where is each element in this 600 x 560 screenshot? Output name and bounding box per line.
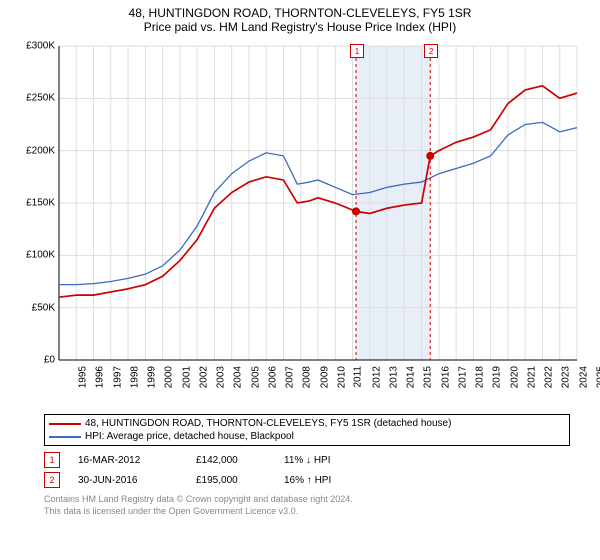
x-tick-label: 1999 (146, 366, 157, 388)
y-tick-label: £100K (15, 250, 55, 261)
chart-area: £0 £50K £100K £150K £200K £250K £300K 1995 1996 1… (15, 38, 585, 408)
x-tick-label: 2002 (198, 366, 209, 388)
x-tick-label: 2025 (595, 366, 600, 388)
legend-label: 48, HUNTINGDON ROAD, THORNTON-CLEVELEYS,… (85, 418, 451, 429)
sales-table: 1 16-MAR-2012 £142,000 11% ↓ HPI 2 30-JU… (44, 450, 570, 490)
legend-label: HPI: Average price, detached house, Blac… (85, 431, 294, 442)
legend-swatch (49, 434, 81, 440)
chart-subtitle: Price paid vs. HM Land Registry's House … (0, 20, 600, 38)
x-tick-label: 2016 (440, 366, 451, 388)
x-tick-label: 2017 (457, 366, 468, 388)
x-tick-label: 2005 (250, 366, 261, 388)
x-tick-label: 2011 (353, 366, 364, 388)
sale-date: 16-MAR-2012 (78, 455, 178, 466)
x-tick-label: 2001 (181, 366, 192, 388)
y-tick-label: £150K (15, 198, 55, 209)
sale-date: 30-JUN-2016 (78, 475, 178, 486)
legend: 48, HUNTINGDON ROAD, THORNTON-CLEVELEYS,… (44, 414, 570, 446)
x-tick-label: 2023 (561, 366, 572, 388)
y-tick-label: £0 (15, 355, 55, 366)
sale-hpi: 11% ↓ HPI (284, 455, 374, 466)
x-tick-label: 2014 (405, 366, 416, 388)
x-tick-label: 2019 (492, 366, 503, 388)
x-tick-label: 2010 (336, 366, 347, 388)
sale-marker-badge: 1 (350, 44, 364, 58)
legend-item: 48, HUNTINGDON ROAD, THORNTON-CLEVELEYS,… (49, 417, 565, 430)
sale-marker-badge: 2 (424, 44, 438, 58)
y-tick-label: £50K (15, 302, 55, 313)
x-tick-label: 2015 (423, 366, 434, 388)
y-tick-label: £300K (15, 41, 55, 52)
x-tick-label: 2020 (509, 366, 520, 388)
sale-row: 2 30-JUN-2016 £195,000 16% ↑ HPI (44, 470, 570, 490)
x-tick-label: 1997 (112, 366, 123, 388)
x-tick-label: 2007 (284, 366, 295, 388)
x-tick-label: 2003 (215, 366, 226, 388)
sale-price: £195,000 (196, 475, 266, 486)
sale-price: £142,000 (196, 455, 266, 466)
legend-item: HPI: Average price, detached house, Blac… (49, 430, 565, 443)
x-tick-label: 2013 (388, 366, 399, 388)
sale-badge: 2 (44, 472, 60, 488)
footer-line: Contains HM Land Registry data © Crown c… (44, 494, 570, 506)
y-tick-label: £250K (15, 93, 55, 104)
x-tick-label: 2004 (233, 366, 244, 388)
x-tick-label: 2024 (578, 366, 589, 388)
chart-svg (15, 38, 585, 408)
x-tick-label: 1996 (95, 366, 106, 388)
x-tick-label: 2012 (371, 366, 382, 388)
x-tick-label: 2022 (543, 366, 554, 388)
x-tick-label: 1995 (77, 366, 88, 388)
x-tick-label: 2021 (526, 366, 537, 388)
chart-title: 48, HUNTINGDON ROAD, THORNTON-CLEVELEYS,… (0, 0, 600, 20)
x-tick-label: 2000 (164, 366, 175, 388)
footer-line: This data is licensed under the Open Gov… (44, 506, 570, 518)
footer: Contains HM Land Registry data © Crown c… (44, 494, 570, 517)
x-tick-label: 2009 (319, 366, 330, 388)
x-tick-label: 2008 (302, 366, 313, 388)
sale-hpi: 16% ↑ HPI (284, 475, 374, 486)
y-tick-label: £200K (15, 145, 55, 156)
legend-swatch (49, 421, 81, 427)
x-tick-label: 2018 (474, 366, 485, 388)
sale-row: 1 16-MAR-2012 £142,000 11% ↓ HPI (44, 450, 570, 470)
sale-badge: 1 (44, 452, 60, 468)
x-tick-label: 2006 (267, 366, 278, 388)
x-tick-label: 1998 (129, 366, 140, 388)
